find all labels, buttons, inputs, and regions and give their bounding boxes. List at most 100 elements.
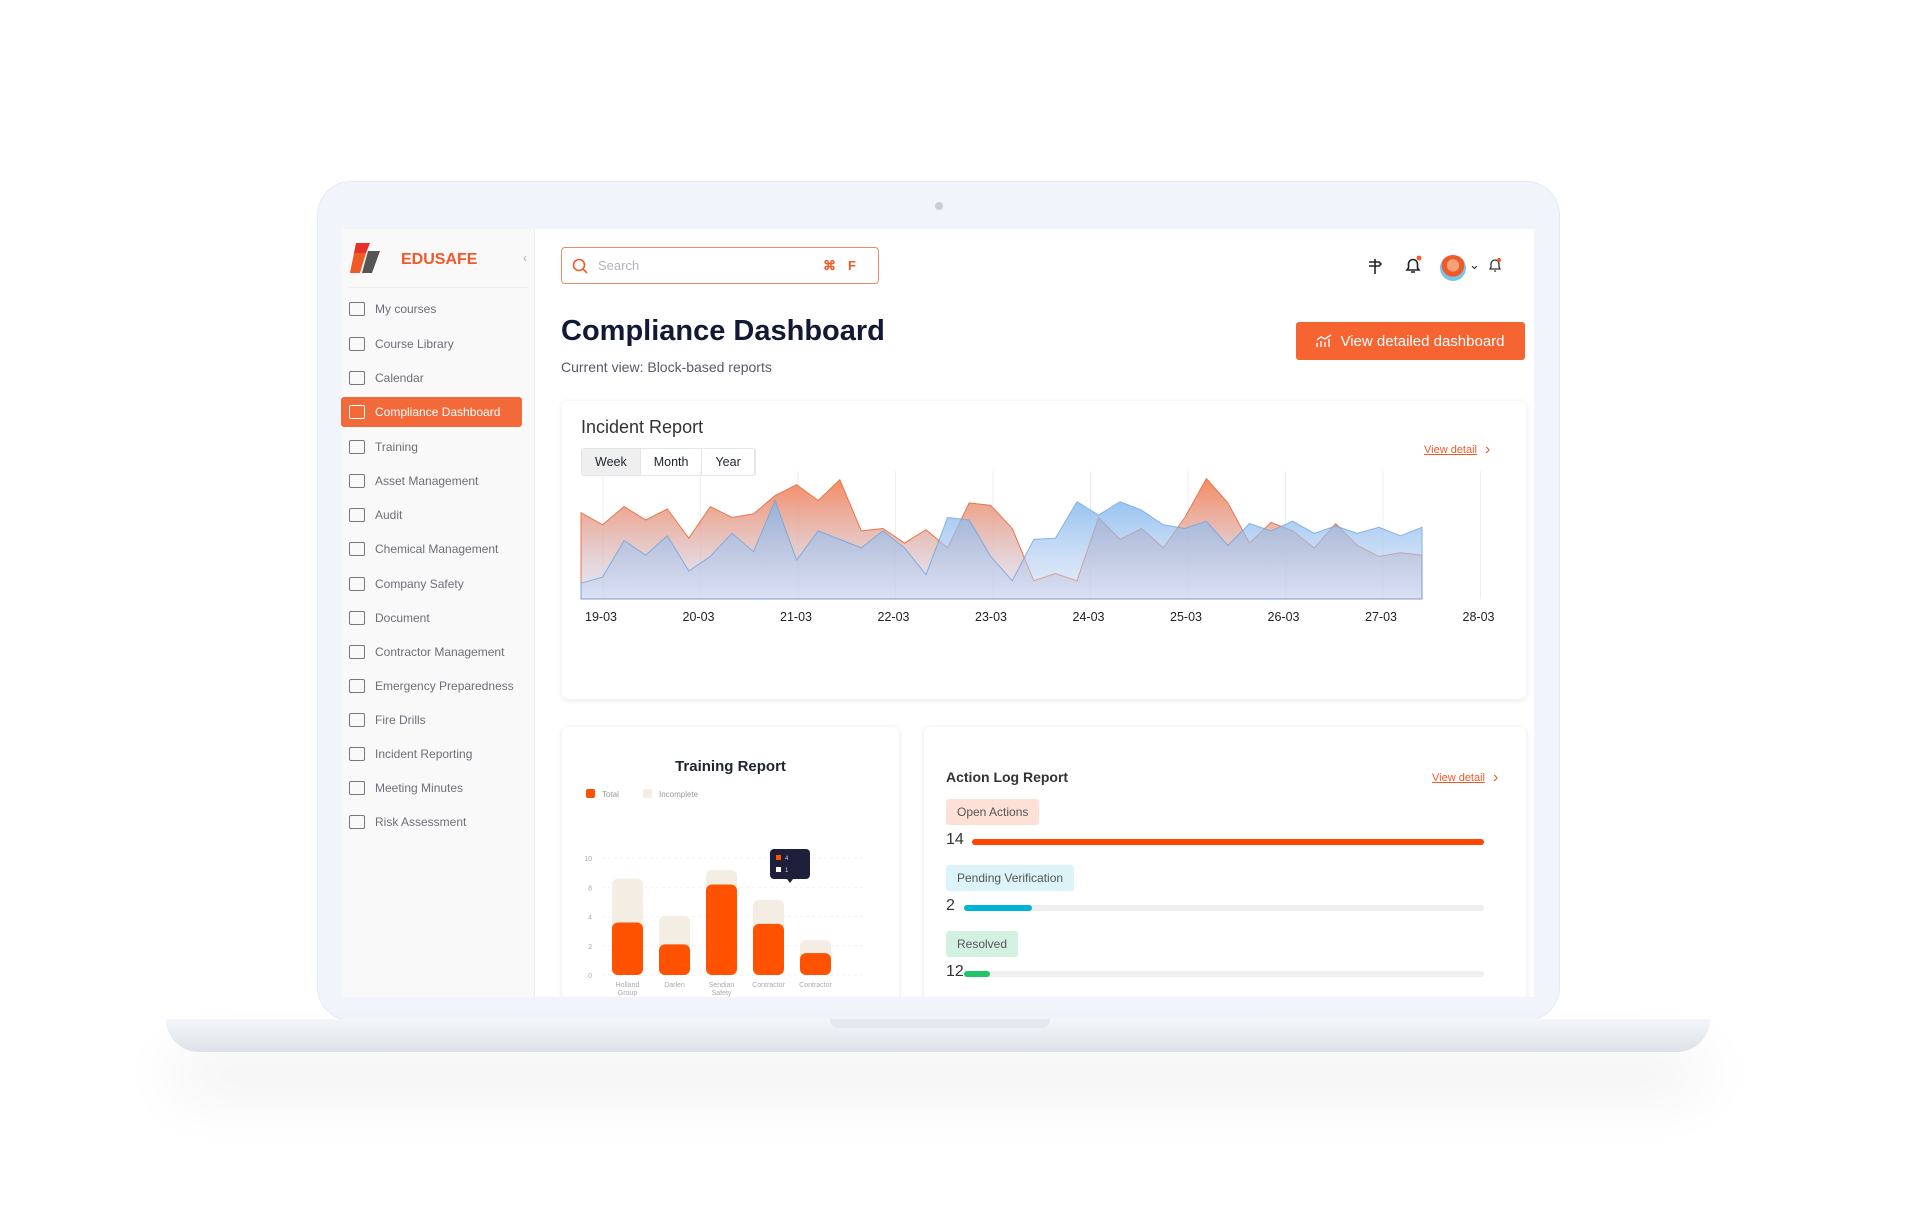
bar-total[interactable]	[706, 884, 737, 975]
collapse-sidebar-icon[interactable]: ‹	[523, 251, 527, 265]
incident-view-detail-link[interactable]: View detail ›	[1424, 441, 1490, 459]
y-tick-label: 10	[584, 856, 592, 863]
y-tick-label: 0	[588, 973, 592, 980]
x-tick-label: 20-03	[683, 610, 715, 624]
training-report-card: Training Report Total Incomplete 0 2 4 8 10 Hol…	[562, 727, 899, 997]
bell-icon[interactable]	[1403, 255, 1423, 275]
x-tick-label: Group	[618, 990, 638, 997]
bar-total[interactable]	[659, 944, 690, 975]
y-tick-label: 8	[588, 885, 592, 892]
training-report-title: Training Report	[675, 758, 786, 775]
x-tick-label: 28-03	[1463, 610, 1495, 624]
notification-bell-icon[interactable]	[1487, 257, 1503, 273]
tooltip-total: 4	[785, 856, 789, 862]
sidebar-item-label: Contractor Management	[375, 645, 505, 659]
sidebar-item-calendar[interactable]: Calendar	[341, 363, 535, 393]
x-tick-label: 23-03	[975, 610, 1007, 624]
sidebar-item-label: My courses	[375, 302, 437, 316]
sidebar-item-meeting-minutes[interactable]: Meeting Minutes	[341, 773, 535, 803]
incident-report-card: Incident Report View detail › Week Month …	[562, 401, 1526, 699]
tab-week[interactable]: Week	[582, 449, 641, 475]
sidebar-item-my-courses[interactable]: My courses	[341, 294, 535, 324]
tab-year[interactable]: Year	[702, 449, 755, 475]
view-detail-label: View detail	[1424, 444, 1477, 456]
sidebar-item-chemical-management[interactable]: Chemical Management	[341, 534, 535, 564]
progress-fill	[964, 905, 1032, 911]
app-screen: EDUSAFE ‹ My courses Course Library Calend…	[341, 229, 1534, 997]
download-box-icon	[349, 542, 365, 556]
main-content: Search ⌘F ⌄ Compliance Dashboard Current…	[535, 229, 1534, 997]
x-tick-label: Darlen	[664, 982, 685, 989]
sidebar-item-incident-reporting[interactable]: Incident Reporting	[341, 739, 535, 769]
sidebar-item-label: Training	[375, 440, 418, 454]
sidebar-item-company-safety[interactable]: Company Safety	[341, 569, 535, 599]
sidebar-item-label: Document	[375, 611, 430, 625]
view-detailed-dashboard-button[interactable]: View detailed dashboard	[1296, 322, 1525, 360]
action-count: 12	[946, 963, 964, 980]
sidebar-item-emergency-preparedness[interactable]: Emergency Preparedness	[341, 671, 535, 701]
sidebar-item-label: Emergency Preparedness	[375, 679, 514, 693]
progress-fill	[964, 971, 990, 977]
bar-total[interactable]	[800, 953, 831, 975]
sidebar-item-course-library[interactable]: Course Library	[341, 329, 535, 359]
period-tabs: Week Month Year	[581, 448, 756, 476]
search-input[interactable]: Search ⌘F	[561, 247, 879, 284]
tab-month[interactable]: Month	[640, 449, 703, 475]
chevron-right-icon: ›	[1493, 769, 1499, 786]
progress-track	[964, 971, 1484, 977]
edit-icon	[349, 781, 365, 795]
chevron-right-icon: ›	[1485, 441, 1491, 458]
factory-icon	[349, 645, 365, 659]
sidebar-item-audit[interactable]: Audit	[341, 500, 535, 530]
gear-icon	[349, 679, 365, 693]
status-badge: Resolved	[946, 931, 1019, 957]
sidebar-item-risk-assessment[interactable]: Risk Assessment	[341, 807, 535, 837]
x-tick-label: 22-03	[878, 610, 910, 624]
sidebar-item-label: Audit	[375, 508, 403, 522]
sidebar-item-label: Calendar	[375, 371, 424, 385]
progress-track	[964, 905, 1484, 911]
sidebar-item-contractor-management[interactable]: Contractor Management	[341, 637, 535, 667]
y-tick-label: 2	[588, 944, 592, 951]
chart-icon	[1316, 334, 1332, 347]
x-tick-label: Sendian	[709, 982, 735, 989]
signpost-icon[interactable]	[1366, 257, 1384, 275]
sidebar-item-training[interactable]: Training	[341, 432, 535, 462]
sidebar-item-asset-management[interactable]: Asset Management	[341, 466, 535, 496]
x-tick-label: Contractor	[799, 982, 832, 989]
chat-icon	[349, 440, 365, 454]
sidebar-item-fire-drills[interactable]: Fire Drills	[341, 705, 535, 735]
sidebar-item-compliance-dashboard[interactable]: Compliance Dashboard	[341, 397, 522, 427]
forklift-icon	[349, 747, 365, 761]
view-detail-label: View detail	[1432, 772, 1485, 784]
sidebar-item-label: Asset Management	[375, 474, 479, 488]
divider	[349, 287, 529, 288]
y-tick-label: 4	[588, 915, 592, 922]
bar-total[interactable]	[753, 923, 784, 975]
action-view-detail-link[interactable]: View detail ›	[1432, 769, 1498, 787]
avatar[interactable]	[1440, 255, 1466, 281]
graduation-cap-icon	[349, 302, 365, 316]
folder-icon	[349, 474, 365, 488]
x-tick-label: Holland	[616, 982, 640, 989]
sidebar-item-label: Risk Assessment	[375, 815, 467, 829]
folder-icon	[349, 337, 365, 351]
people-icon	[349, 577, 365, 591]
sidebar-item-label: Company Safety	[375, 577, 464, 591]
x-tick-label: 19-03	[585, 610, 617, 624]
x-tick-label: 26-03	[1268, 610, 1300, 624]
legend-swatch	[586, 789, 595, 798]
x-tick-label: 21-03	[780, 610, 812, 624]
chevron-down-icon[interactable]: ⌄	[1469, 257, 1480, 272]
extinguisher-icon	[349, 713, 365, 727]
sidebar-item-label: Course Library	[375, 337, 454, 351]
page-subtitle: Current view: Block-based reports	[561, 359, 772, 375]
edusafe-logo	[350, 243, 380, 273]
bar-total[interactable]	[612, 922, 643, 975]
legend-label: Incomplete	[659, 790, 699, 799]
sidebar-item-label: Fire Drills	[375, 713, 426, 727]
sidebar-item-document[interactable]: Document	[341, 603, 535, 633]
action-log-card: Action Log Report View detail › Open Acti…	[924, 727, 1526, 997]
search-shortcut: ⌘F	[823, 257, 868, 273]
